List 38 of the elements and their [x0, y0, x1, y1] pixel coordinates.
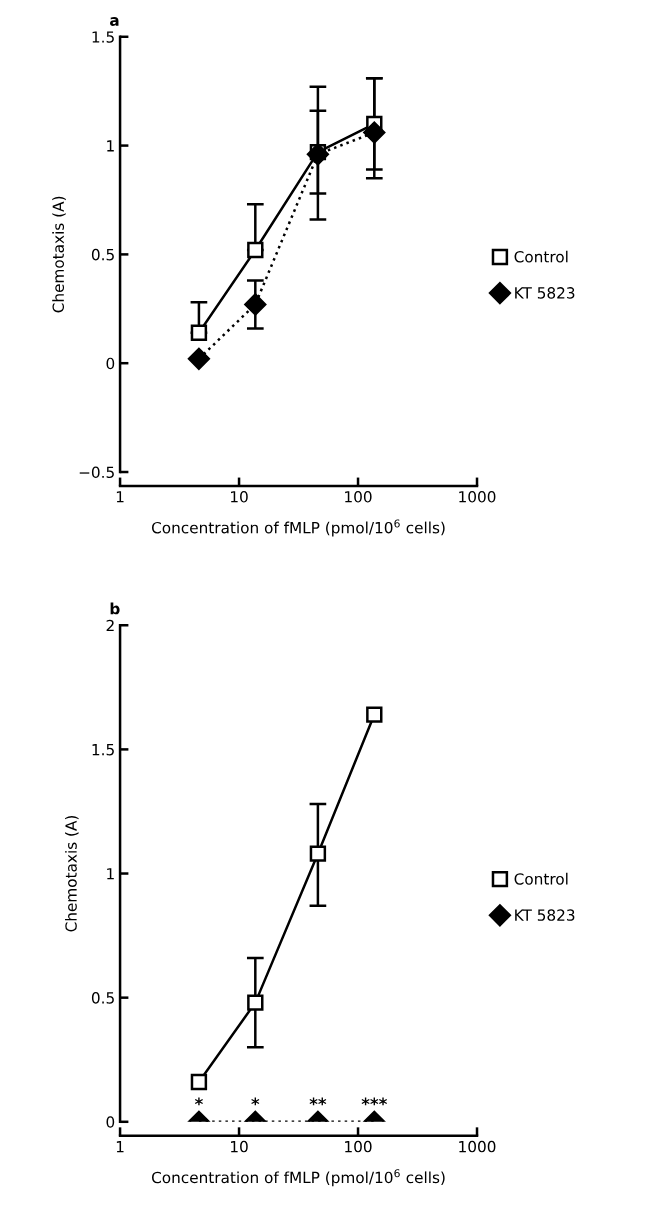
point — [363, 121, 386, 144]
x-axis-title: Concentration of fMLP (pmol/10$^{6}$ cells) — [151, 519, 445, 537]
x-tick-label: 100 — [345, 491, 372, 503]
y-axis-title: Chemotaxis (A) — [65, 815, 79, 932]
legend-label: KT 5823 — [515, 909, 575, 921]
x-tick-label: 100 — [345, 1140, 372, 1153]
point — [306, 143, 329, 166]
y-tick-label: 0.5 — [91, 992, 114, 1004]
y-tick-label: 2 — [106, 619, 114, 632]
point — [244, 293, 267, 316]
x-tick-label: 10 — [231, 1140, 248, 1153]
annotation: ** — [309, 1097, 327, 1106]
x-tick-label: 1 — [116, 491, 124, 503]
legend-label: Control — [514, 250, 568, 263]
point — [187, 347, 210, 370]
y-tick-label: −0.5 — [79, 466, 114, 479]
point — [190, 324, 208, 341]
x-tick-label: 1000 — [459, 491, 496, 503]
legend-label: KT 5823 — [515, 287, 575, 299]
chart-title: b — [110, 602, 120, 615]
y-tick-label: 0 — [106, 1116, 115, 1128]
x-axis-title: Concentration of fMLP (pmol/10$^{6}$ cells) — [151, 1169, 445, 1187]
x-tick-label: 10 — [231, 491, 248, 503]
annotation: *** — [361, 1097, 388, 1106]
y-tick-label: 1 — [107, 140, 114, 152]
y-tick-label: 0 — [106, 357, 115, 370]
y-tick-label: 0.5 — [91, 248, 114, 261]
chart-title: a — [110, 17, 119, 26]
annotation: * — [194, 1097, 203, 1106]
x-tick-label: 1000 — [459, 1140, 496, 1153]
annotation: * — [251, 1097, 260, 1106]
y-tick-label: 1 — [107, 868, 114, 880]
point — [247, 241, 264, 259]
y-axis-title: Chemotaxis (A) — [52, 196, 66, 313]
y-tick-label: 1.5 — [92, 744, 114, 756]
y-tick-label: 1.5 — [92, 31, 114, 43]
legend-label: Control — [514, 872, 568, 885]
x-tick-label: 1 — [116, 1141, 124, 1153]
